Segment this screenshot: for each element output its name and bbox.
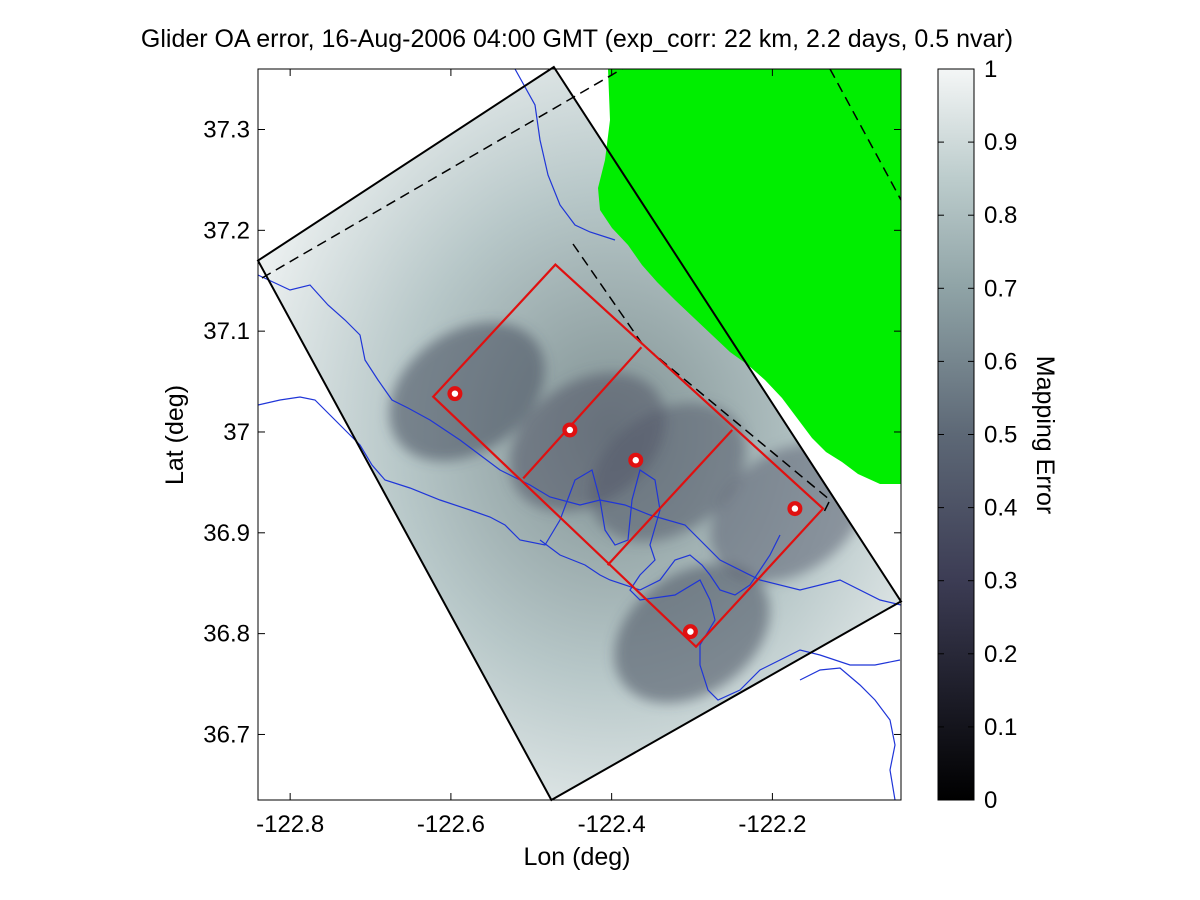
coastline-upper <box>514 69 616 241</box>
glider-marker-3 <box>628 452 644 468</box>
x-axis-label: Lon (deg) <box>523 843 630 871</box>
colorbar-tick-label: 0.1 <box>984 714 1017 741</box>
chart-title: Glider OA error, 16-Aug-2006 04:00 GMT (… <box>141 25 1013 53</box>
colorbar-tick-label: 0.9 <box>984 129 1017 156</box>
sampling-box-dividers <box>522 346 734 566</box>
y-tick-label: 37.1 <box>203 318 250 345</box>
dashed-boundary-north <box>261 69 623 279</box>
colorbar-label: Mapping Error <box>1031 356 1059 514</box>
error-minimum-1 <box>389 322 545 461</box>
bathymetry-contour-north <box>258 274 901 606</box>
glider-marker-5 <box>682 624 698 640</box>
colorbar-tick-label: 0.4 <box>984 495 1017 522</box>
colorbar-tick-label: 0.6 <box>984 348 1017 375</box>
colorbar-tick-label: 0 <box>984 787 997 814</box>
glider-marker-center <box>687 628 694 635</box>
dashed-boundary-east <box>829 69 901 201</box>
glider-marker-2 <box>562 422 578 438</box>
y-tick-label: 37.3 <box>203 116 250 143</box>
dashed-boundary-inner <box>572 243 831 517</box>
x-tick-label: -122.6 <box>417 811 485 838</box>
y-tick-label: 36.8 <box>203 621 250 648</box>
x-tick-label: -122.8 <box>256 811 324 838</box>
glider-marker-4 <box>787 501 803 517</box>
dashed-boundaries <box>261 69 901 517</box>
y-tick-label: 37 <box>223 419 250 446</box>
y-tick-label: 36.7 <box>203 721 250 748</box>
colorbar: 0 0.1 0.2 0.3 0.4 0.5 0.6 0.7 0.8 0.9 1 Mapping Er… <box>937 56 1059 814</box>
colorbar-tick-label: 0.7 <box>984 275 1017 302</box>
glider-marker-1 <box>447 386 463 402</box>
y-axis-ticks: 36.7 36.8 36.9 37 37.1 37.2 37.3 <box>203 116 901 748</box>
sampling-divider-1 <box>522 346 643 480</box>
coastlines <box>258 69 901 800</box>
y-tick-label: 36.9 <box>203 520 250 547</box>
sampling-box <box>431 263 825 649</box>
colorbar-tick-label: 0.2 <box>984 641 1017 668</box>
land-mass <box>598 69 901 484</box>
colorbar-tick-label: 1 <box>984 56 997 83</box>
glider-marker-center <box>566 426 574 434</box>
plot-frame <box>257 68 902 801</box>
y-axis-label: Lat (deg) <box>161 385 189 485</box>
glider-marker-center <box>451 390 459 397</box>
colorbar-tick-label: 0.8 <box>984 202 1017 229</box>
sampling-divider-2 <box>606 429 734 566</box>
glider-positions <box>447 386 803 640</box>
colorbar-ticks: 0 0.1 0.2 0.3 0.4 0.5 0.6 0.7 0.8 0.9 1 <box>938 56 1017 814</box>
colorbar-tick-label: 0.5 <box>984 422 1017 449</box>
y-tick-label: 37.2 <box>203 217 250 244</box>
glider-marker-center <box>791 505 799 512</box>
x-tick-label: -122.2 <box>738 811 806 838</box>
bathymetry-contour-south <box>799 667 896 800</box>
glider-marker-center <box>632 457 639 464</box>
x-axis-ticks: -122.8 -122.6 -122.4 -122.2 <box>256 69 806 838</box>
bathymetry-contour-deep <box>539 534 781 596</box>
x-tick-label: -122.4 <box>578 811 646 838</box>
colorbar-tick-label: 0.3 <box>984 568 1017 595</box>
plot-area: -122.8 -122.6 -122.4 -122.2 36.736.836.9373… <box>203 65 903 838</box>
bathymetry-contour-canyon <box>258 396 901 701</box>
